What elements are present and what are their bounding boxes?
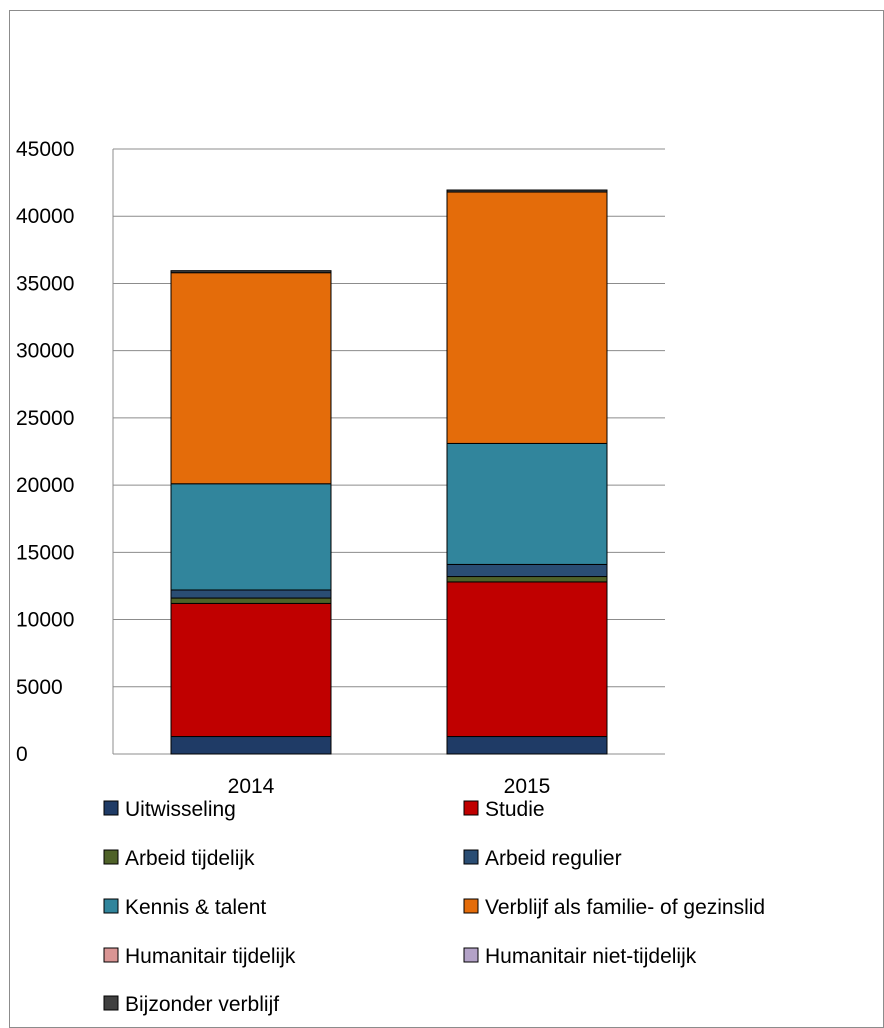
legend-label: Kennis & talent [125, 896, 266, 919]
bar-segment [446, 442, 608, 565]
y-tick-label: 15000 [16, 541, 74, 564]
legend-swatch [103, 849, 119, 865]
legend-label: Uitwisseling [125, 798, 236, 821]
legend-swatch [463, 800, 479, 816]
bar-segment [170, 589, 332, 599]
bar-segment [446, 736, 608, 755]
legend: Uitwisseling Studie Arbeid tijdelijk Arbeid… [103, 798, 765, 1016]
bar-segment [446, 576, 608, 583]
bar-segment [170, 597, 332, 604]
x-tick-label: 2014 [228, 775, 275, 798]
legend-label: Humanitair niet-tijdelijk [485, 945, 697, 968]
bar-segment [170, 736, 332, 755]
y-tick-label: 20000 [16, 474, 74, 497]
y-tick-label: 30000 [16, 340, 74, 363]
bar-segment [446, 563, 608, 578]
legend-swatch [103, 995, 119, 1011]
legend-label: Arbeid regulier [485, 847, 622, 870]
legend-label: Arbeid tijdelijk [125, 847, 255, 870]
legend-label: Studie [485, 798, 545, 821]
y-tick-label: 40000 [16, 205, 74, 228]
y-tick-label: 10000 [16, 609, 74, 632]
legend-label: Humanitair tijdelijk [125, 945, 296, 968]
bar-segment [170, 483, 332, 591]
y-tick-label: 5000 [16, 676, 63, 699]
legend-swatch [463, 898, 479, 914]
bar-segment [170, 270, 332, 274]
legend-swatch [463, 849, 479, 865]
bar-segment [446, 191, 608, 444]
y-tick-label: 25000 [16, 407, 74, 430]
x-tick-label: 2015 [504, 775, 551, 798]
y-axis-ticks: 0 5000 10000 15000 20000 25000 30000 35000 40000… [16, 138, 74, 766]
legend-label: Verblijf als familie- of gezinslid [485, 896, 765, 919]
bars [170, 189, 608, 755]
bar-segment [446, 581, 608, 738]
y-tick-label: 0 [16, 743, 28, 766]
y-tick-label: 35000 [16, 272, 74, 295]
legend-swatch [463, 947, 479, 963]
y-tick-label: 45000 [16, 138, 74, 161]
bar-segment [170, 602, 332, 738]
bar-segment [446, 189, 608, 193]
legend-swatch [103, 947, 119, 963]
legend-swatch [103, 898, 119, 914]
bar-segment [170, 272, 332, 485]
x-axis-ticks: 2014 2015 [228, 775, 551, 798]
legend-swatch [103, 800, 119, 816]
legend-label: Bijzonder verblijf [125, 993, 279, 1016]
